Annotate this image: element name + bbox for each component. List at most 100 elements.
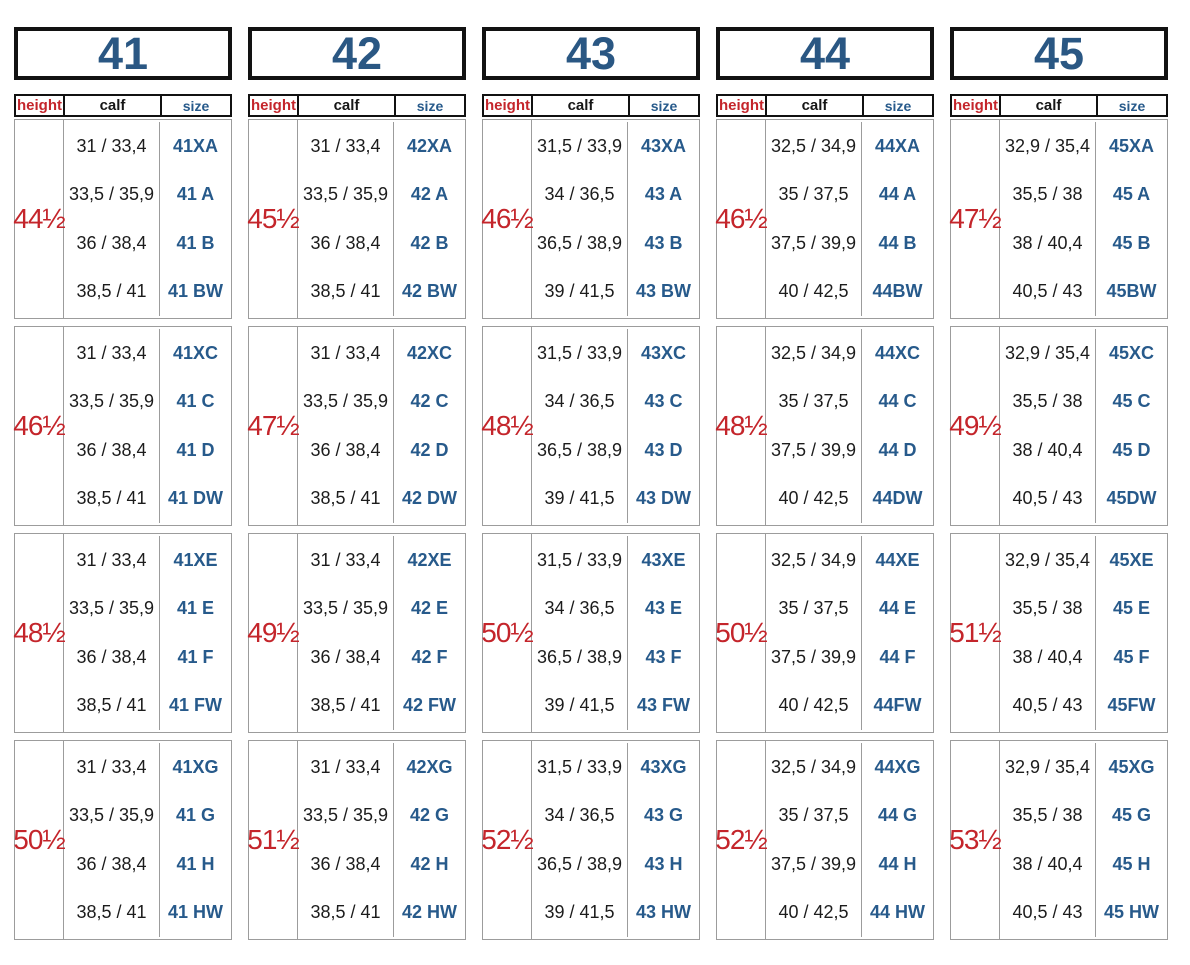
height-block: 48½ 31,5 / 33,9 43XC 34 / 36,5 43 C 36,5… [481,326,700,526]
size-code: 42 H [410,853,449,874]
table-row: 35 / 37,5 44 C [766,377,933,426]
table-row: 32,5 / 34,9 44XA [766,122,933,171]
size-code: 45DW [1106,488,1157,509]
shoe-size-number: 42 [331,27,383,79]
table-row: 31 / 33,4 42XG [298,743,465,792]
table-row: 32,9 / 35,4 45XC [1000,329,1167,378]
calf-range: 36,5 / 38,9 [532,426,628,475]
calf-range: 32,9 / 35,4 [1000,536,1096,585]
calf-range: 31 / 33,4 [64,329,160,378]
size-code: 45 G [1111,805,1152,826]
size-code: 41XE [173,549,218,570]
table-row: 36 / 38,4 42 F [298,633,465,682]
height-value: 52½ [715,741,768,939]
calf-size-rows: 32,9 / 35,4 45XC 35,5 / 38 45 C 38 / 40,… [1000,327,1167,525]
size-code: 42 HW [401,902,457,923]
height-block: 50½ 31,5 / 33,9 43XE 34 / 36,5 43 E 36,5… [481,533,700,733]
size-code: 44FW [873,695,922,716]
calf-range: 35,5 / 38 [1000,377,1096,426]
height-value: 46½ [13,327,66,525]
size-code: 42 C [410,391,449,412]
size-code: 45BW [1106,281,1157,302]
height-value: 47½ [247,327,300,525]
size-code: 43 H [644,853,683,874]
size-code: 42 FW [402,695,456,716]
height-block: 46½ 32,5 / 34,9 44XA 35 / 37,5 44 A 37,5… [715,119,934,319]
table-row: 39 / 41,5 43 FW [532,681,699,730]
table-row: 40,5 / 43 45BW [1000,267,1167,316]
size-code: 45 E [1112,598,1151,619]
table-row: 36,5 / 38,9 43 B [532,219,699,268]
table-row: 35 / 37,5 44 G [766,791,933,840]
size-code: 44 G [877,805,918,826]
height-value: 50½ [481,534,534,732]
table-row: 35 / 37,5 44 A [766,170,933,219]
calf-range: 35,5 / 38 [1000,791,1096,840]
calf-size-rows: 32,9 / 35,4 45XE 35,5 / 38 45 E 38 / 40,… [1000,534,1167,732]
calf-range: 36,5 / 38,9 [532,633,628,682]
size-code: 44XC [874,342,921,363]
calf-range: 32,5 / 34,9 [766,329,862,378]
table-row: 33,5 / 35,9 42 G [298,791,465,840]
calf-range: 31 / 33,4 [64,122,160,171]
calf-range: 40 / 42,5 [766,888,862,937]
size-code: 43 DW [635,488,691,509]
height-block: 47½ 31 / 33,4 42XC 33,5 / 35,9 42 C 36 /… [247,326,466,526]
size-code: 43 FW [636,695,690,716]
size-code: 41 E [176,598,215,619]
height-value: 48½ [13,534,66,732]
calf-size-rows: 31 / 33,4 42XG 33,5 / 35,9 42 G 36 / 38,… [298,741,465,939]
height-blocks: 46½ 31,5 / 33,9 43XA 34 / 36,5 43 A 36,5… [481,119,700,940]
table-row: 35,5 / 38 45 G [1000,791,1167,840]
size-code: 41 F [177,646,214,667]
table-row: 36 / 38,4 41 F [64,633,231,682]
table-row: 38,5 / 41 41 HW [64,888,231,937]
height-block: 52½ 32,5 / 34,9 44XG 35 / 37,5 44 G 37,5… [715,740,934,940]
size-code: 43 B [644,232,683,253]
subheader-size-label: size [1096,94,1168,117]
height-block: 49½ 31 / 33,4 42XE 33,5 / 35,9 42 E 36 /… [247,533,466,733]
size-code: 41 G [175,805,216,826]
size-code: 41 H [176,853,215,874]
table-row: 36 / 38,4 42 D [298,426,465,475]
calf-size-rows: 31,5 / 33,9 43XA 34 / 36,5 43 A 36,5 / 3… [532,120,699,318]
subheader-size-label: size [628,94,700,117]
shoe-size-header: 42 [248,27,466,80]
table-row: 38 / 40,4 45 F [1000,633,1167,682]
calf-range: 31 / 33,4 [298,536,394,585]
table-row: 31,5 / 33,9 43XG [532,743,699,792]
size-code: 41 B [176,232,215,253]
calf-range: 40,5 / 43 [1000,888,1096,937]
table-row: 36 / 38,4 42 H [298,840,465,889]
size-column-44: 44 height calf size 46½ 32,5 / 34,9 44XA… [715,27,934,940]
subheader-height-label: height [716,94,767,117]
table-row: 38,5 / 41 42 BW [298,267,465,316]
table-row: 33,5 / 35,9 42 C [298,377,465,426]
subheader-calf-label: calf [297,94,396,117]
table-row: 40,5 / 43 45 HW [1000,888,1167,937]
table-row: 33,5 / 35,9 41 E [64,584,231,633]
calf-size-rows: 31 / 33,4 41XE 33,5 / 35,9 41 E 36 / 38,… [64,534,231,732]
height-block: 47½ 32,9 / 35,4 45XA 35,5 / 38 45 A 38 /… [949,119,1168,319]
subheader-size-label: size [394,94,466,117]
height-block: 52½ 31,5 / 33,9 43XG 34 / 36,5 43 G 36,5… [481,740,700,940]
subheader-calf-label: calf [63,94,162,117]
table-row: 36,5 / 38,9 43 D [532,426,699,475]
size-code: 44BW [872,281,923,302]
calf-range: 31,5 / 33,9 [532,329,628,378]
table-row: 33,5 / 35,9 41 A [64,170,231,219]
calf-range: 36,5 / 38,9 [532,219,628,268]
table-row: 32,5 / 34,9 44XG [766,743,933,792]
calf-range: 38,5 / 41 [298,681,394,730]
calf-range: 33,5 / 35,9 [298,791,394,840]
size-code: 43XE [641,549,686,570]
calf-range: 35 / 37,5 [766,584,862,633]
calf-size-rows: 31 / 33,4 42XC 33,5 / 35,9 42 C 36 / 38,… [298,327,465,525]
size-code: 42 B [410,232,449,253]
column-subheader: height calf size [950,94,1168,117]
size-code: 45 H [1112,853,1151,874]
size-code: 42XC [406,342,453,363]
calf-range: 40,5 / 43 [1000,681,1096,730]
table-row: 38,5 / 41 42 FW [298,681,465,730]
size-code: 44 B [878,232,917,253]
